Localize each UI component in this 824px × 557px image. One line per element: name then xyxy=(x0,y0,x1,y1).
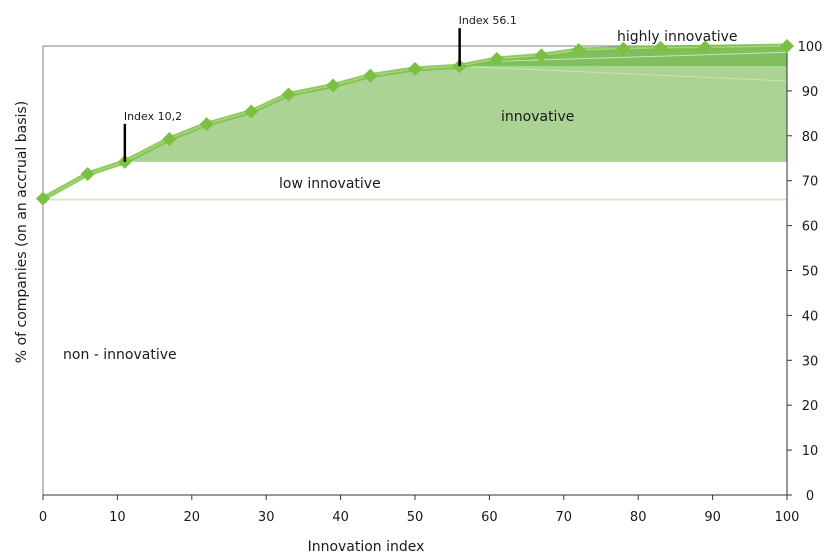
data-point xyxy=(162,131,177,146)
y-tick-label: 100 xyxy=(798,40,823,55)
x-tick-label: 0 xyxy=(39,510,47,525)
x-tick-labels: 0 10 20 30 40 50 60 70 80 90 100 xyxy=(39,510,800,525)
band-shade-line xyxy=(496,51,788,62)
x-tick-label: 100 xyxy=(775,510,800,525)
data-point xyxy=(281,87,296,102)
y-tick-label: 50 xyxy=(802,265,819,280)
axes xyxy=(42,45,792,500)
y-tick-label: 60 xyxy=(802,220,819,235)
x-tick-label: 70 xyxy=(556,510,573,525)
y-axis-title: % of companies (on an accrual basis) xyxy=(14,101,30,363)
region-label: low innovative xyxy=(279,176,381,192)
data-point xyxy=(653,40,668,55)
data-point xyxy=(80,166,95,181)
region-label: non - innovative xyxy=(63,347,177,363)
x-tick-label: 60 xyxy=(481,510,498,525)
band-low-innovative xyxy=(43,198,787,201)
y-tick-label: 70 xyxy=(802,175,819,190)
region-label: innovative xyxy=(501,109,574,125)
data-point xyxy=(489,52,504,67)
x-tick-label: 90 xyxy=(704,510,721,525)
data-point xyxy=(36,191,50,206)
region-labels: non - innovative low innovative innovative… xyxy=(63,29,738,363)
data-point xyxy=(326,78,341,93)
y-tick-label: 10 xyxy=(802,444,819,459)
x-tick-label: 30 xyxy=(258,510,275,525)
band-innovative xyxy=(124,66,788,162)
x-tick-label: 40 xyxy=(332,510,349,525)
data-point xyxy=(698,40,713,55)
y-tick-labels: 0 10 20 30 40 50 60 70 80 90 100 xyxy=(798,40,823,504)
data-point xyxy=(244,104,259,119)
data-point xyxy=(571,43,586,58)
data-point xyxy=(780,39,794,53)
region-label: highly innovative xyxy=(617,29,738,45)
series-markers xyxy=(36,39,794,206)
y-tick-label: 80 xyxy=(802,130,819,145)
annotation-label: Index 56.1 xyxy=(459,14,517,27)
data-point xyxy=(363,68,378,83)
data-point xyxy=(534,48,549,63)
band-shade-line xyxy=(459,65,788,82)
x-tick-label: 10 xyxy=(109,510,126,525)
annotations: Index 10,2 Index 56.1 xyxy=(123,14,517,162)
y-tick-label: 0 xyxy=(806,489,814,504)
x-tick-label: 50 xyxy=(407,510,424,525)
x-tick-label: 80 xyxy=(630,510,647,525)
annotation-label: Index 10,2 xyxy=(124,110,182,123)
y-tick-label: 20 xyxy=(802,399,819,414)
y-tick-label: 30 xyxy=(802,354,819,369)
data-point xyxy=(199,117,214,132)
x-axis-title: Innovation index xyxy=(308,539,425,555)
data-point xyxy=(408,61,422,76)
x-tick-label: 20 xyxy=(184,510,201,525)
data-point xyxy=(616,41,631,56)
y-tick-label: 40 xyxy=(802,309,819,324)
y-tick-label: 90 xyxy=(802,85,819,100)
